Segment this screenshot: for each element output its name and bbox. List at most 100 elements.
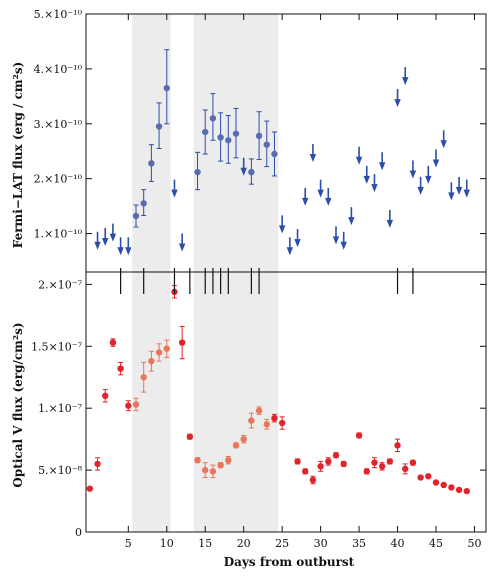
fermi-flux-point — [225, 137, 232, 144]
optical-flux-point — [425, 473, 432, 480]
upper-limit-arrow-head — [394, 99, 401, 108]
optical-flux-point — [109, 339, 117, 346]
upper-limit-arrow-head — [286, 247, 294, 256]
x-tick-label: 10 — [160, 537, 174, 550]
optical-flux-point — [325, 458, 332, 465]
bottom-y-tick-label: 5.×10⁻⁸ — [38, 464, 83, 477]
upper-limit-arrow-head — [425, 175, 432, 184]
optical-flux-point-highlight — [163, 345, 170, 352]
optical-flux-point — [125, 402, 132, 409]
fermi-flux-point — [255, 132, 263, 140]
x-tick-label: 35 — [352, 537, 366, 550]
optical-flux-point-highlight — [148, 357, 155, 365]
fermi-flux-point — [248, 168, 255, 176]
optical-flux-point — [432, 479, 440, 486]
fermi-flux-point — [140, 200, 147, 207]
optical-flux-point — [363, 468, 370, 475]
x-tick-label: 15 — [198, 537, 212, 550]
top-y-tick-label: 4.×10⁻¹⁰ — [34, 63, 83, 76]
top-y-tick-label: 1.×10⁻¹⁰ — [34, 228, 83, 241]
optical-flux-point-highlight — [248, 417, 255, 424]
upper-limit-arrow-head — [409, 170, 417, 179]
fermi-flux-point — [155, 123, 163, 130]
optical-flux-point — [455, 486, 463, 494]
plot-frame — [85, 13, 487, 533]
upper-limit-arrow-head — [325, 197, 332, 206]
upper-limit-arrow-head — [294, 239, 301, 248]
optical-flux-point — [386, 458, 394, 465]
x-tick-label: 40 — [391, 537, 405, 550]
upper-limit-arrow-head — [178, 243, 186, 252]
upper-limit-arrow-head — [348, 217, 355, 226]
optical-flux-point-highlight — [202, 466, 209, 474]
optical-flux-point — [294, 458, 301, 465]
optical-flux-point — [448, 484, 455, 491]
optical-flux-point — [378, 463, 386, 470]
optical-flux-point — [309, 476, 317, 484]
upper-limit-arrow-head — [371, 184, 378, 193]
x-tick-label: 30 — [314, 537, 328, 550]
upper-limit-arrow-head — [378, 162, 386, 171]
optical-flux-point — [86, 485, 94, 492]
upper-limit-arrow-head — [440, 140, 447, 149]
optical-flux-point-highlight — [217, 461, 224, 469]
fermi-flux-point — [132, 212, 140, 220]
fermi-flux-point — [148, 160, 155, 167]
optical-flux-point — [178, 339, 186, 346]
optical-flux-point — [302, 468, 309, 475]
optical-flux-point-highlight — [255, 407, 263, 414]
fermi-flux-point — [202, 128, 209, 136]
upper-limit-arrow-head — [302, 197, 309, 206]
upper-limit-arrow-head — [102, 237, 109, 246]
optical-flux-point — [186, 433, 194, 440]
fermi-flux-point — [163, 84, 170, 92]
bottom-y-axis-label: Optical V flux (erg/cm²s) — [11, 322, 25, 487]
upper-limit-arrow-head — [402, 77, 409, 86]
x-tick-label: 20 — [237, 537, 251, 550]
optical-flux-point — [271, 414, 278, 422]
x-tick-label: 5 — [125, 537, 132, 550]
upper-limit-arrow-head — [332, 236, 340, 245]
upper-limit-arrow-head — [278, 225, 286, 234]
optical-flux-point-highlight — [232, 442, 240, 449]
upper-limit-arrow-head — [94, 241, 101, 250]
optical-flux-point — [409, 459, 417, 466]
top-y-axis-label: Fermi−LAT flux (erg / cm²s) — [11, 62, 25, 249]
optical-flux-point-highlight — [240, 435, 247, 443]
bottom-y-tick-label: 0 — [75, 526, 82, 539]
top-y-tick-label: 3.×10⁻¹⁰ — [34, 118, 83, 131]
upper-limit-arrow-head — [355, 156, 363, 165]
optical-flux-point — [371, 459, 378, 466]
fermi-flux-point — [271, 150, 278, 158]
upper-limit-arrow-head — [125, 247, 132, 256]
optical-flux-point-highlight — [209, 468, 217, 475]
optical-flux-point — [340, 460, 347, 468]
optical-flux-point — [317, 463, 324, 470]
shaded-region — [193, 14, 279, 532]
x-tick-label: 45 — [429, 537, 443, 550]
optical-flux-point-highlight — [225, 456, 232, 464]
fermi-flux-point — [217, 134, 224, 141]
upper-limit-arrow-head — [432, 159, 440, 168]
x-axis-label: Days from outburst — [224, 555, 355, 569]
optical-flux-point-highlight — [132, 401, 140, 408]
upper-limit-arrow-head — [309, 153, 317, 162]
fermi-flux-point — [232, 130, 240, 137]
optical-flux-point — [117, 365, 124, 372]
fermi-flux-point — [263, 141, 270, 148]
upper-limit-arrow-head — [240, 167, 247, 176]
upper-limit-arrow-head — [417, 186, 424, 195]
upper-limit-arrow-head — [340, 241, 347, 250]
top-y-tick-label: 5.×10⁻¹⁰ — [34, 8, 83, 21]
fermi-flux-point — [209, 115, 217, 122]
bottom-y-tick-label: 2.×10⁻⁷ — [38, 278, 83, 291]
optical-flux-point — [463, 487, 470, 495]
optical-flux-point-highlight — [194, 456, 201, 464]
fermi-flux-point — [194, 168, 201, 176]
upper-limit-arrow-head — [109, 233, 117, 242]
upper-limit-arrow-head — [171, 189, 178, 198]
top-y-tick-label: 2.×10⁻¹⁰ — [34, 173, 83, 186]
x-tick-label: 25 — [275, 537, 289, 550]
